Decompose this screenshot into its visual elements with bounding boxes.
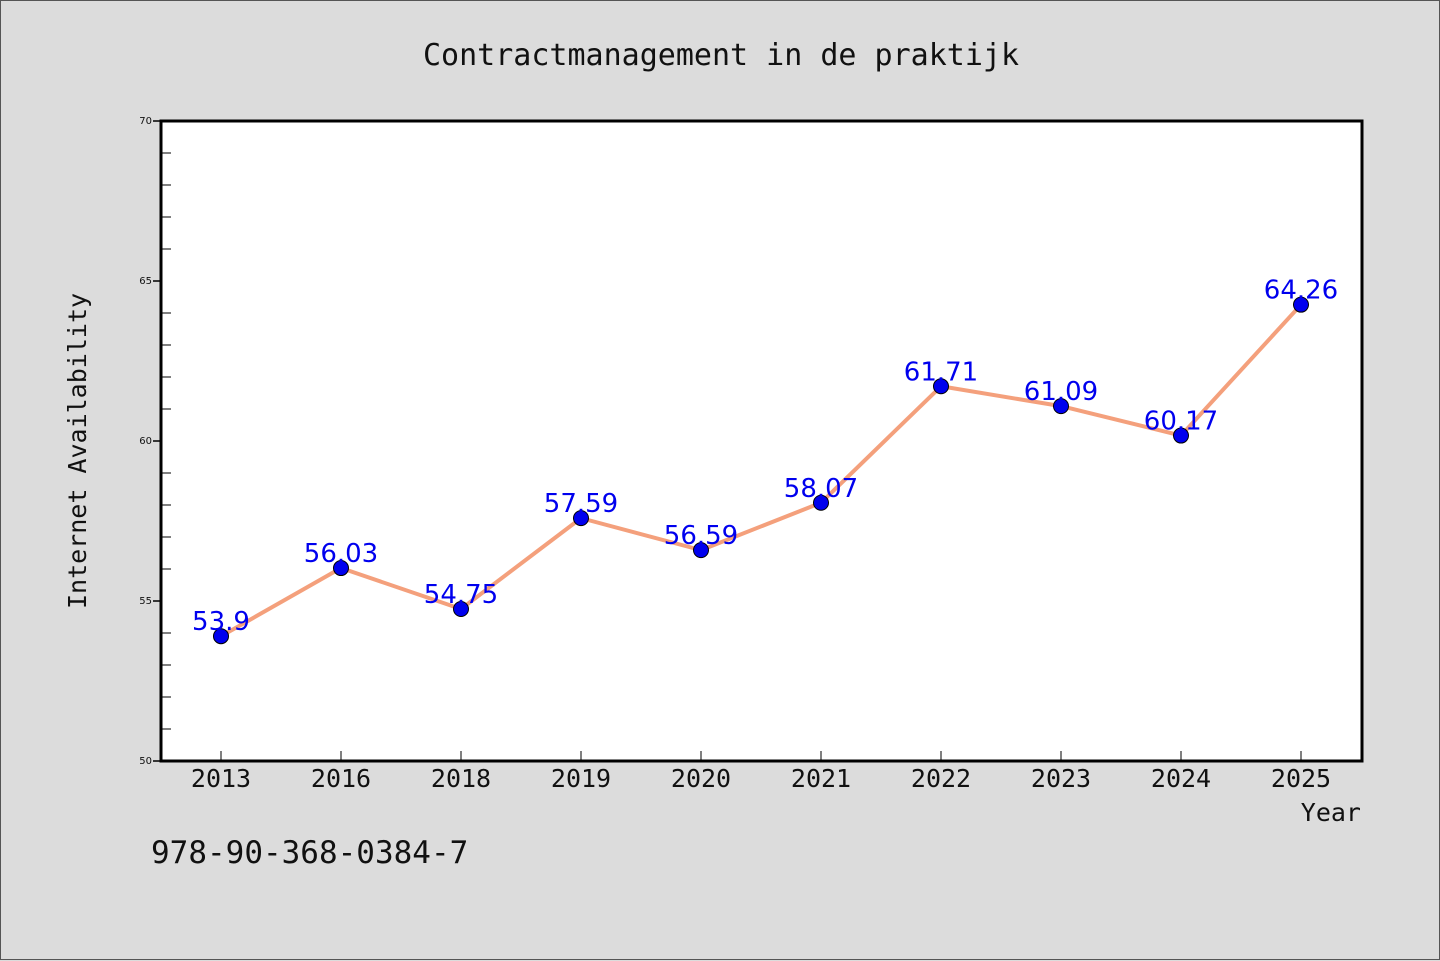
x-tick-label: 2025	[1271, 764, 1331, 793]
data-label: 61.71	[904, 357, 978, 387]
y-axis: 50 55 60 65 70	[139, 116, 171, 767]
data-point	[933, 378, 949, 395]
data-label: 61.09	[1024, 377, 1098, 407]
data-point	[573, 510, 589, 527]
y-tick-label: 60	[139, 436, 152, 447]
data-point	[1053, 398, 1069, 415]
series-layer: 53.9 56.03 54.75 57.59 56.59 58.07 61.71 61.09 6…	[192, 276, 1338, 645]
data-label: 56.59	[664, 521, 738, 551]
x-tick-label: 2022	[911, 764, 971, 793]
data-label: 56.03	[304, 539, 378, 569]
x-tick-label: 2020	[671, 764, 731, 793]
x-axis: 2013 2016 2018 2019 2020 2021 2022 2023 2024 2025	[191, 751, 1331, 793]
y-tick-label: 50	[139, 756, 152, 767]
data-label: 57.59	[544, 489, 618, 519]
x-tick-label: 2018	[431, 764, 491, 793]
x-tick-label: 2021	[791, 764, 851, 793]
y-tick-label: 70	[139, 116, 152, 127]
x-tick-label: 2013	[191, 764, 251, 793]
x-axis-label: Year	[1301, 798, 1361, 827]
chart-title: Contractmanagement in de praktijk	[423, 38, 1019, 73]
data-point	[1293, 296, 1309, 313]
data-label: 53.9	[192, 607, 250, 637]
isbn-text: 978-90-368-0384-7	[151, 835, 469, 871]
data-point	[693, 542, 709, 559]
data-point	[453, 601, 469, 617]
x-tick-label: 2023	[1031, 764, 1091, 793]
data-point	[1173, 427, 1189, 444]
y-tick-label: 65	[139, 276, 152, 287]
data-point	[333, 560, 349, 577]
data-label: 60.17	[1144, 407, 1218, 437]
data-label: 58.07	[784, 474, 858, 504]
data-point	[813, 494, 829, 511]
y-axis-label: Internet Availability	[63, 293, 92, 609]
plot-area	[159, 119, 1364, 763]
data-point	[213, 628, 229, 645]
data-label: 64.26	[1264, 276, 1338, 306]
y-tick-label: 55	[139, 596, 152, 607]
x-tick-label: 2024	[1151, 764, 1211, 793]
series-line	[220, 303, 1303, 638]
x-tick-label: 2016	[311, 764, 371, 793]
data-label: 54.75	[424, 580, 498, 610]
x-tick-label: 2019	[551, 764, 611, 793]
